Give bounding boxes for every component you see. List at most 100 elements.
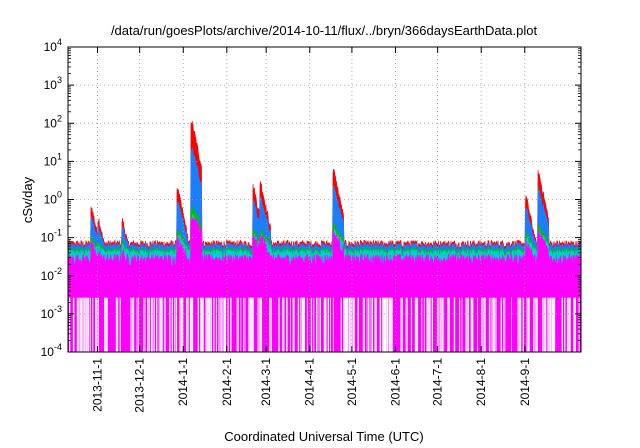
band-gap <box>227 297 229 352</box>
band-gap <box>410 297 413 352</box>
y-tick-label: 103 <box>44 75 62 92</box>
band-gap <box>163 297 165 352</box>
band-gap <box>156 297 158 352</box>
band-gap <box>78 297 79 352</box>
band-gap <box>323 297 326 352</box>
band-gap <box>236 297 239 352</box>
band-gap <box>351 297 353 352</box>
band-gap <box>89 297 91 352</box>
x-axis-label: Coordinated Universal Time (UTC) <box>224 429 423 444</box>
band-gap <box>219 297 221 352</box>
band-gap <box>191 297 193 352</box>
band-gap <box>492 297 495 352</box>
band-gap <box>206 297 208 352</box>
band-gap <box>150 297 153 352</box>
band-gap <box>222 297 224 352</box>
band-gap <box>318 297 320 352</box>
plot-area <box>67 121 582 353</box>
band-gap <box>488 297 491 352</box>
band-gap <box>72 297 75 352</box>
x-tick-label: 2014-4-1 <box>303 358 317 406</box>
band-gap <box>136 297 138 352</box>
band-gap <box>316 297 318 352</box>
band-gap <box>542 297 544 352</box>
band-gap <box>95 297 97 352</box>
band-gap <box>209 297 211 352</box>
band-gap <box>417 297 419 352</box>
y-tick-label: 10-1 <box>41 228 62 245</box>
x-tick-label: 2014-9-1 <box>518 358 532 406</box>
magenta-low-band <box>69 297 580 352</box>
band-gap <box>83 297 85 352</box>
band-gap <box>529 297 530 352</box>
band-gap <box>243 297 244 352</box>
band-gap <box>423 297 425 352</box>
band-gap <box>364 297 365 352</box>
x-tick-label: 2014-1-1 <box>176 358 190 406</box>
band-gap <box>201 297 204 352</box>
band-gap <box>174 297 176 352</box>
band-gap <box>466 297 468 352</box>
band-gap <box>537 297 538 352</box>
band-gap <box>286 297 288 352</box>
band-gap <box>197 297 200 352</box>
band-gap <box>261 297 263 352</box>
band-gap <box>568 297 570 352</box>
band-gap <box>477 297 479 352</box>
band-gap <box>442 297 443 352</box>
x-tick-label: 2014-6-1 <box>388 358 402 406</box>
band-gap <box>470 297 472 352</box>
y-tick-label: 10-2 <box>41 266 62 283</box>
band-gap <box>340 297 342 352</box>
band-gap <box>548 297 550 352</box>
band-gap <box>165 297 166 352</box>
band-gap <box>436 297 438 352</box>
band-gap <box>82 297 83 352</box>
band-gap <box>534 297 536 352</box>
band-gap <box>244 297 246 352</box>
band-gap <box>368 297 370 352</box>
band-gap <box>270 297 272 352</box>
band-gap <box>427 297 429 352</box>
band-gap <box>304 297 306 352</box>
band-gap <box>119 297 121 352</box>
band-gap <box>345 297 348 352</box>
band-gap <box>210 297 212 352</box>
band-gap <box>551 297 553 352</box>
band-gap <box>482 297 484 352</box>
x-tick-label: 2013-12-1 <box>133 358 147 413</box>
band-gap <box>348 297 350 352</box>
y-tick-label: 102 <box>44 113 62 130</box>
band-gap <box>511 297 512 352</box>
band-gap <box>405 297 407 352</box>
band-gap <box>465 297 467 352</box>
band-gap <box>182 297 184 352</box>
band-gap <box>144 297 146 352</box>
band-gap <box>447 297 449 352</box>
band-gap <box>388 297 390 352</box>
band-gap <box>153 297 155 352</box>
band-gap <box>520 297 522 352</box>
band-gap <box>293 297 295 352</box>
band-gap <box>343 297 345 352</box>
band-gap <box>426 297 428 352</box>
y-tick-label: 101 <box>44 151 62 168</box>
band-gap <box>461 297 463 352</box>
band-gap <box>500 297 503 352</box>
band-gap <box>313 297 315 352</box>
band-gap <box>517 297 519 352</box>
band-gap <box>303 297 305 352</box>
band-gap <box>117 297 119 352</box>
band-gap <box>375 297 377 352</box>
band-gap <box>248 297 250 352</box>
band-gap <box>387 297 389 352</box>
y-tick-label: 10-3 <box>41 304 62 321</box>
band-gap <box>158 297 160 352</box>
band-gap <box>137 297 139 352</box>
band-gap <box>374 297 376 352</box>
band-gap <box>213 297 215 352</box>
band-gap <box>152 297 153 352</box>
chart-title: /data/run/goesPlots/archive/2014-10-11/f… <box>111 23 538 38</box>
band-gap <box>221 297 222 352</box>
